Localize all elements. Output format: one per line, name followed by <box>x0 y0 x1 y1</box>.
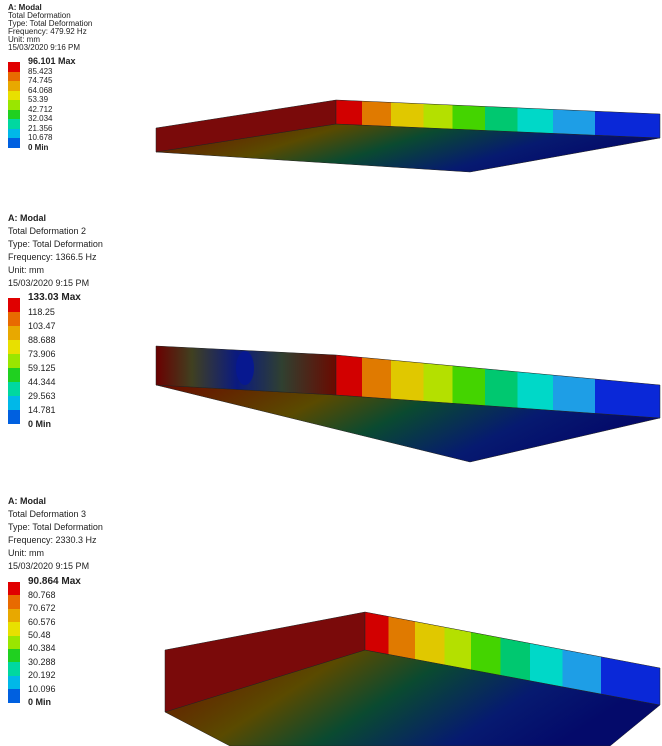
header-date: 15/03/2020 9:15 PM <box>8 560 103 573</box>
legend-band <box>8 636 20 649</box>
legend-band <box>8 582 20 595</box>
legend-label: 0 Min <box>28 696 51 709</box>
legend-label: 14.781 <box>28 403 56 417</box>
legend-label: 10.678 <box>28 133 52 143</box>
legend-label: 73.906 <box>28 347 56 361</box>
legend-label: 40.384 <box>28 642 56 655</box>
legend-label: 59.125 <box>28 361 56 375</box>
header-title: A: Modal <box>8 212 103 225</box>
header-frequency: Frequency: 1366.5 Hz <box>8 251 103 264</box>
plates <box>0 0 662 746</box>
legend-band <box>8 382 20 396</box>
legend-band <box>8 396 20 410</box>
legend-band <box>8 81 20 91</box>
legend-label: 60.576 <box>28 616 56 629</box>
legend-band <box>8 662 20 675</box>
legend-label: 80.768 <box>28 589 56 602</box>
legend-band <box>8 119 20 129</box>
legend-band <box>8 368 20 382</box>
legend-band <box>8 622 20 635</box>
legend-label: 50.48 <box>28 629 51 642</box>
legend-label: 53.39 <box>28 95 48 105</box>
legend-label: 133.03 Max <box>28 291 81 305</box>
legend-band <box>8 326 20 340</box>
header-type: Type: Total Deformation <box>8 238 103 251</box>
screenshot: A: ModalTotal DeformationType: Total Def… <box>0 0 662 746</box>
legend-band <box>8 138 20 148</box>
legend-label: 64.068 <box>28 86 52 96</box>
legend-label: 42.712 <box>28 105 52 115</box>
legend-label: 74.745 <box>28 76 52 86</box>
legend-label: 30.288 <box>28 656 56 669</box>
legend-band <box>8 91 20 101</box>
header-unit: Unit: mm <box>8 264 103 277</box>
header-date: 15/03/2020 9:15 PM <box>8 277 103 290</box>
legend-label: 0 Min <box>28 417 51 431</box>
legend-band <box>8 100 20 110</box>
legend-band <box>8 110 20 120</box>
legend-label: 88.688 <box>28 333 56 347</box>
legend-label: 29.563 <box>28 389 56 403</box>
legend-label: 70.672 <box>28 602 56 615</box>
legend-label: 96.101 Max <box>28 57 76 67</box>
header-title: A: Modal <box>8 495 103 508</box>
legend-band <box>8 72 20 82</box>
legend-band <box>8 62 20 72</box>
legend-label: 44.344 <box>28 375 56 389</box>
legend-band <box>8 676 20 689</box>
legend-band <box>8 312 20 326</box>
header-frequency: Frequency: 2330.3 Hz <box>8 534 103 547</box>
legend-band <box>8 689 20 702</box>
header-date: 15/03/2020 9:16 PM <box>8 44 92 52</box>
legend-band <box>8 129 20 139</box>
header-result: Total Deformation 2 <box>8 225 103 238</box>
legend-label: 85.423 <box>28 67 52 77</box>
legend-band <box>8 340 20 354</box>
legend-label: 90.864 Max <box>28 575 81 588</box>
legend-band <box>8 595 20 608</box>
legend-band <box>8 609 20 622</box>
legend-band <box>8 354 20 368</box>
legend-label: 21.356 <box>28 124 52 134</box>
header-result: Total Deformation 3 <box>8 508 103 521</box>
header-type: Type: Total Deformation <box>8 521 103 534</box>
legend-label: 118.25 <box>28 305 55 319</box>
header-unit: Unit: mm <box>8 547 103 560</box>
legend-label: 0 Min <box>28 143 48 153</box>
legend-label: 32.034 <box>28 114 52 124</box>
legend-band <box>8 298 20 312</box>
legend-band <box>8 649 20 662</box>
legend-label: 20.192 <box>28 669 56 682</box>
legend-label: 103.47 <box>28 319 56 333</box>
legend-band <box>8 410 20 424</box>
legend-label: 10.096 <box>28 683 56 696</box>
